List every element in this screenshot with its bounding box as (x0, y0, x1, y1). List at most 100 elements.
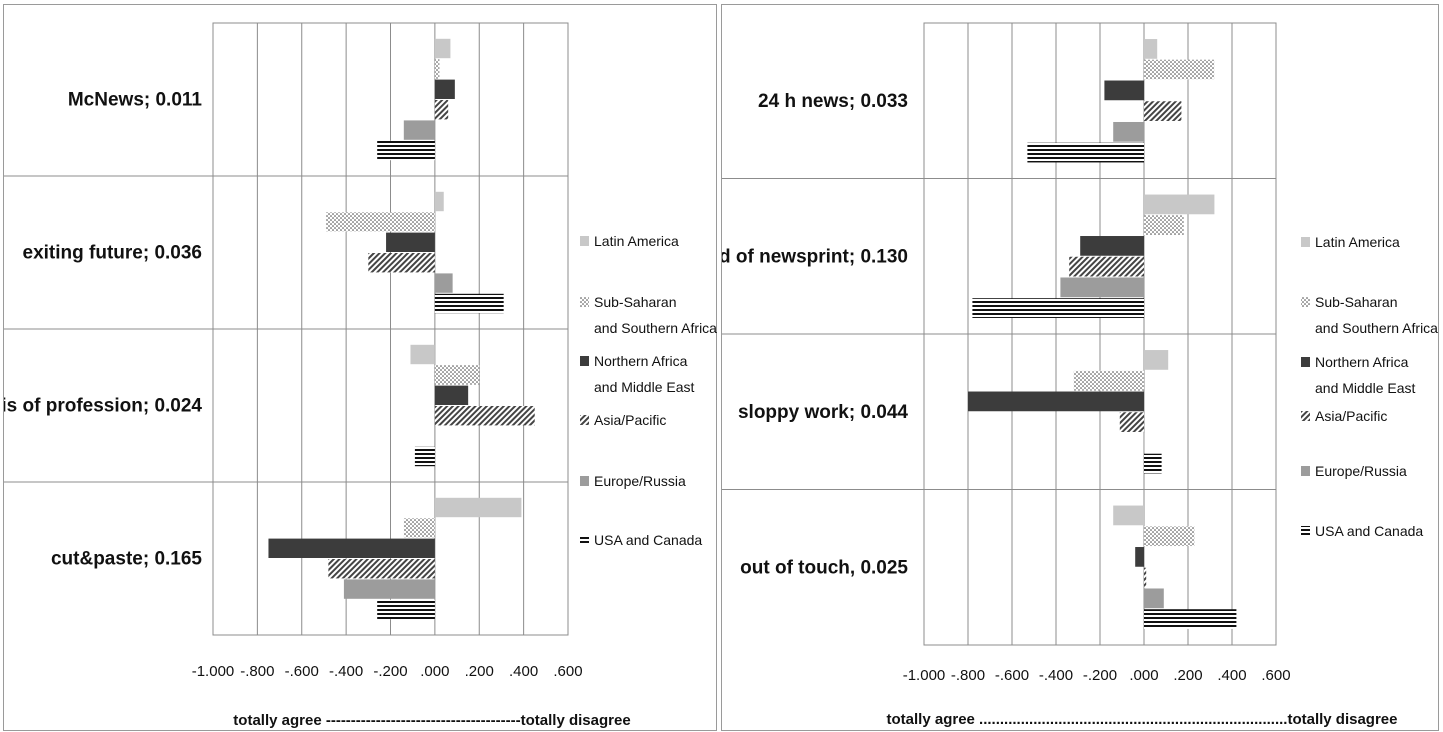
right-chart-legend-swatch-northern-africa-and-middle-east (1301, 357, 1310, 367)
left-chart-svg: McNews; 0.011 exiting future; 0.036 crisis… (4, 22, 717, 729)
right-chart-bar-24-h-news-0-033-europe-russia (1113, 121, 1144, 142)
left-chart-axis-caption: totally agree --------------------------… (233, 712, 630, 729)
right-chart-legend-label-asia-pacific: Asia/Pacific (1315, 408, 1387, 424)
left-chart-bar-crisis-of-profession-0-024-northern-africa-and-middle-east (434, 385, 469, 405)
left-chart-category-label: exiting future; 0.036 (23, 243, 203, 264)
right-chart-bar-end-of-newsprint-0-130-northern-africa-and-middle-east (1080, 236, 1144, 256)
left-chart-tick-label: .400 (509, 663, 538, 680)
left-chart-bar-cut-paste-0-165-northern-africa-and-middle-east (268, 538, 435, 558)
left-chart-bar-cut-paste-0-165-europe-russia (343, 579, 435, 599)
left-chart-bar-exiting-future-0-036-asia-pacific (368, 253, 435, 273)
left-chart-bar-cut-paste-0-165-asia-pacific (328, 559, 435, 579)
left-chart-bar-mcnews-0-011-latin-america (434, 38, 451, 59)
right-chart-bar-out-of-touch-0-025-asia-pacific (1144, 567, 1147, 588)
right-chart-legend-swatch-sub-saharan-and-southern-africa (1301, 297, 1310, 307)
left-chart-bar-crisis-of-profession-0-024-sub-saharan-and-southern-africa (434, 365, 480, 385)
right-chart-legend-label-usa-and-canada: USA and Canada (1315, 523, 1423, 539)
left-chart-legend-label-latin-america: Latin America (594, 233, 679, 249)
right-chart-tick-label: .200 (1173, 667, 1202, 684)
left-chart-panel: McNews; 0.011 exiting future; 0.036 crisis… (3, 4, 717, 731)
left-chart-tick-label: .000 (420, 663, 449, 680)
left-chart-bar-crisis-of-profession-0-024-latin-america (410, 344, 435, 365)
left-chart-bar-mcnews-0-011-europe-russia (403, 120, 435, 140)
right-chart-bar-sloppy-work-0-044-asia-pacific (1119, 412, 1144, 432)
left-chart-bar-exiting-future-0-036-usa-and-canada (434, 293, 504, 314)
right-chart-panel: 24 h news; 0.033 end of newsprint; 0.130 s… (721, 4, 1439, 731)
right-chart-bar-sloppy-work-0-044-northern-africa-and-middle-east (968, 391, 1144, 412)
left-chart-bar-mcnews-0-011-sub-saharan-and-southern-africa (434, 59, 440, 79)
right-chart-svg: 24 h news; 0.033 end of newsprint; 0.130 s… (722, 22, 1438, 728)
left-chart-tick-label: -.800 (240, 663, 274, 680)
right-chart-tick-label: -.800 (951, 667, 985, 684)
right-chart-legend-label-northern-africa-and-middle-east: Northern Africa (1315, 354, 1409, 370)
left-chart-bar-exiting-future-0-036-europe-russia (434, 273, 453, 293)
left-chart-legend-label-northern-africa-and-middle-east: Northern Africa (594, 353, 688, 369)
right-chart-legend-label-latin-america: Latin America (1315, 234, 1400, 250)
right-chart-bar-24-h-news-0-033-latin-america (1144, 39, 1158, 59)
left-chart-bar-cut-paste-0-165-latin-america (434, 497, 522, 518)
left-chart-legend-swatch-asia-pacific (580, 415, 589, 425)
left-chart-tick-label: -.200 (373, 663, 407, 680)
right-chart-bar-24-h-news-0-033-sub-saharan-and-southern-africa (1144, 59, 1215, 80)
left-chart-legend-swatch-europe-russia (580, 476, 589, 486)
right-chart-tick-label: -.200 (1083, 667, 1117, 684)
left-chart-bar-crisis-of-profession-0-024-usa-and-canada (414, 446, 435, 467)
right-chart-bar-out-of-touch-0-025-europe-russia (1144, 588, 1164, 609)
right-chart-bar-end-of-newsprint-0-130-usa-and-canada (972, 298, 1144, 318)
left-chart-bar-crisis-of-profession-0-024-asia-pacific (434, 406, 535, 426)
left-chart-legend-label-asia-pacific: Asia/Pacific (594, 412, 666, 428)
right-chart-tick-label: .000 (1129, 667, 1158, 684)
right-chart-category-label: out of touch, 0.025 (740, 557, 908, 578)
left-chart-legend-label-sub-saharan-and-southern-africa: Sub-Saharan (594, 294, 677, 310)
left-chart-tick-label: .600 (553, 663, 582, 680)
right-chart-category-label: sloppy work; 0.044 (738, 402, 908, 423)
right-chart-tick-label: -.400 (1039, 667, 1073, 684)
right-chart-legend-swatch-asia-pacific (1301, 411, 1310, 421)
left-chart-tick-label: -1.000 (192, 663, 235, 680)
right-chart-tick-label: -.600 (995, 667, 1029, 684)
right-chart-legend-label-sub-saharan-and-southern-africa: and Southern Africa (1315, 320, 1438, 336)
right-chart-bar-out-of-touch-0-025-northern-africa-and-middle-east (1135, 547, 1144, 567)
right-chart-tick-label: .400 (1217, 667, 1246, 684)
right-chart-bar-24-h-news-0-033-asia-pacific (1144, 101, 1182, 121)
left-chart-bar-cut-paste-0-165-sub-saharan-and-southern-africa (403, 518, 435, 538)
right-chart-category-label: 24 h news; 0.033 (758, 91, 908, 112)
right-chart-legend-swatch-europe-russia (1301, 466, 1310, 476)
left-chart-category-label: cut&paste; 0.165 (51, 549, 202, 570)
left-chart-bar-mcnews-0-011-asia-pacific (434, 100, 449, 120)
right-chart-bar-sloppy-work-0-044-europe-russia (1144, 432, 1145, 453)
right-chart-legend-swatch-latin-america (1301, 237, 1310, 247)
left-chart-bar-cut-paste-0-165-usa-and-canada (377, 599, 435, 620)
left-chart-legend-swatch-usa-and-canada (580, 535, 589, 545)
right-chart-legend-swatch-usa-and-canada (1301, 526, 1310, 536)
right-chart-axis-caption: totally agree ..........................… (887, 711, 1398, 728)
right-chart-legend-label-sub-saharan-and-southern-africa: Sub-Saharan (1315, 294, 1398, 310)
left-chart-legend-label-sub-saharan-and-southern-africa: and Southern Africa (594, 320, 717, 336)
right-chart-bar-end-of-newsprint-0-130-asia-pacific (1069, 256, 1144, 277)
left-chart-bar-exiting-future-0-036-sub-saharan-and-southern-africa (326, 212, 435, 232)
right-chart-legend-label-northern-africa-and-middle-east: and Middle East (1315, 380, 1416, 396)
right-chart-tick-label: .600 (1261, 667, 1290, 684)
left-chart-legend-label-usa-and-canada: USA and Canada (594, 532, 702, 548)
right-chart-bar-sloppy-work-0-044-latin-america (1144, 350, 1169, 370)
right-chart-bar-end-of-newsprint-0-130-europe-russia (1060, 277, 1144, 298)
right-chart-bar-out-of-touch-0-025-usa-and-canada (1144, 609, 1237, 629)
right-chart-bar-out-of-touch-0-025-sub-saharan-and-southern-africa (1144, 526, 1195, 547)
left-chart-legend-label-europe-russia: Europe/Russia (594, 473, 686, 489)
left-chart-bar-exiting-future-0-036-latin-america (434, 191, 444, 212)
left-chart-category-label: crisis of profession; 0.024 (4, 396, 202, 417)
left-chart-legend-label-northern-africa-and-middle-east: and Middle East (594, 379, 695, 395)
right-chart-legend-label-europe-russia: Europe/Russia (1315, 463, 1407, 479)
right-chart-category-label: end of newsprint; 0.130 (722, 246, 908, 267)
left-chart-tick-label: .200 (465, 663, 494, 680)
left-chart-category-label: McNews; 0.011 (68, 90, 203, 111)
right-chart-bar-24-h-news-0-033-usa-and-canada (1027, 142, 1144, 163)
left-chart-legend-swatch-latin-america (580, 236, 589, 246)
right-chart-bar-24-h-news-0-033-northern-africa-and-middle-east (1104, 80, 1144, 101)
right-chart-bar-out-of-touch-0-025-latin-america (1113, 505, 1144, 526)
right-chart-bar-end-of-newsprint-0-130-sub-saharan-and-southern-africa (1144, 215, 1184, 236)
right-chart-bar-end-of-newsprint-0-130-latin-america (1144, 194, 1215, 215)
left-chart-bar-mcnews-0-011-northern-africa-and-middle-east (434, 79, 455, 99)
right-chart-tick-label: -1.000 (903, 667, 946, 684)
left-chart-tick-label: -.400 (329, 663, 363, 680)
